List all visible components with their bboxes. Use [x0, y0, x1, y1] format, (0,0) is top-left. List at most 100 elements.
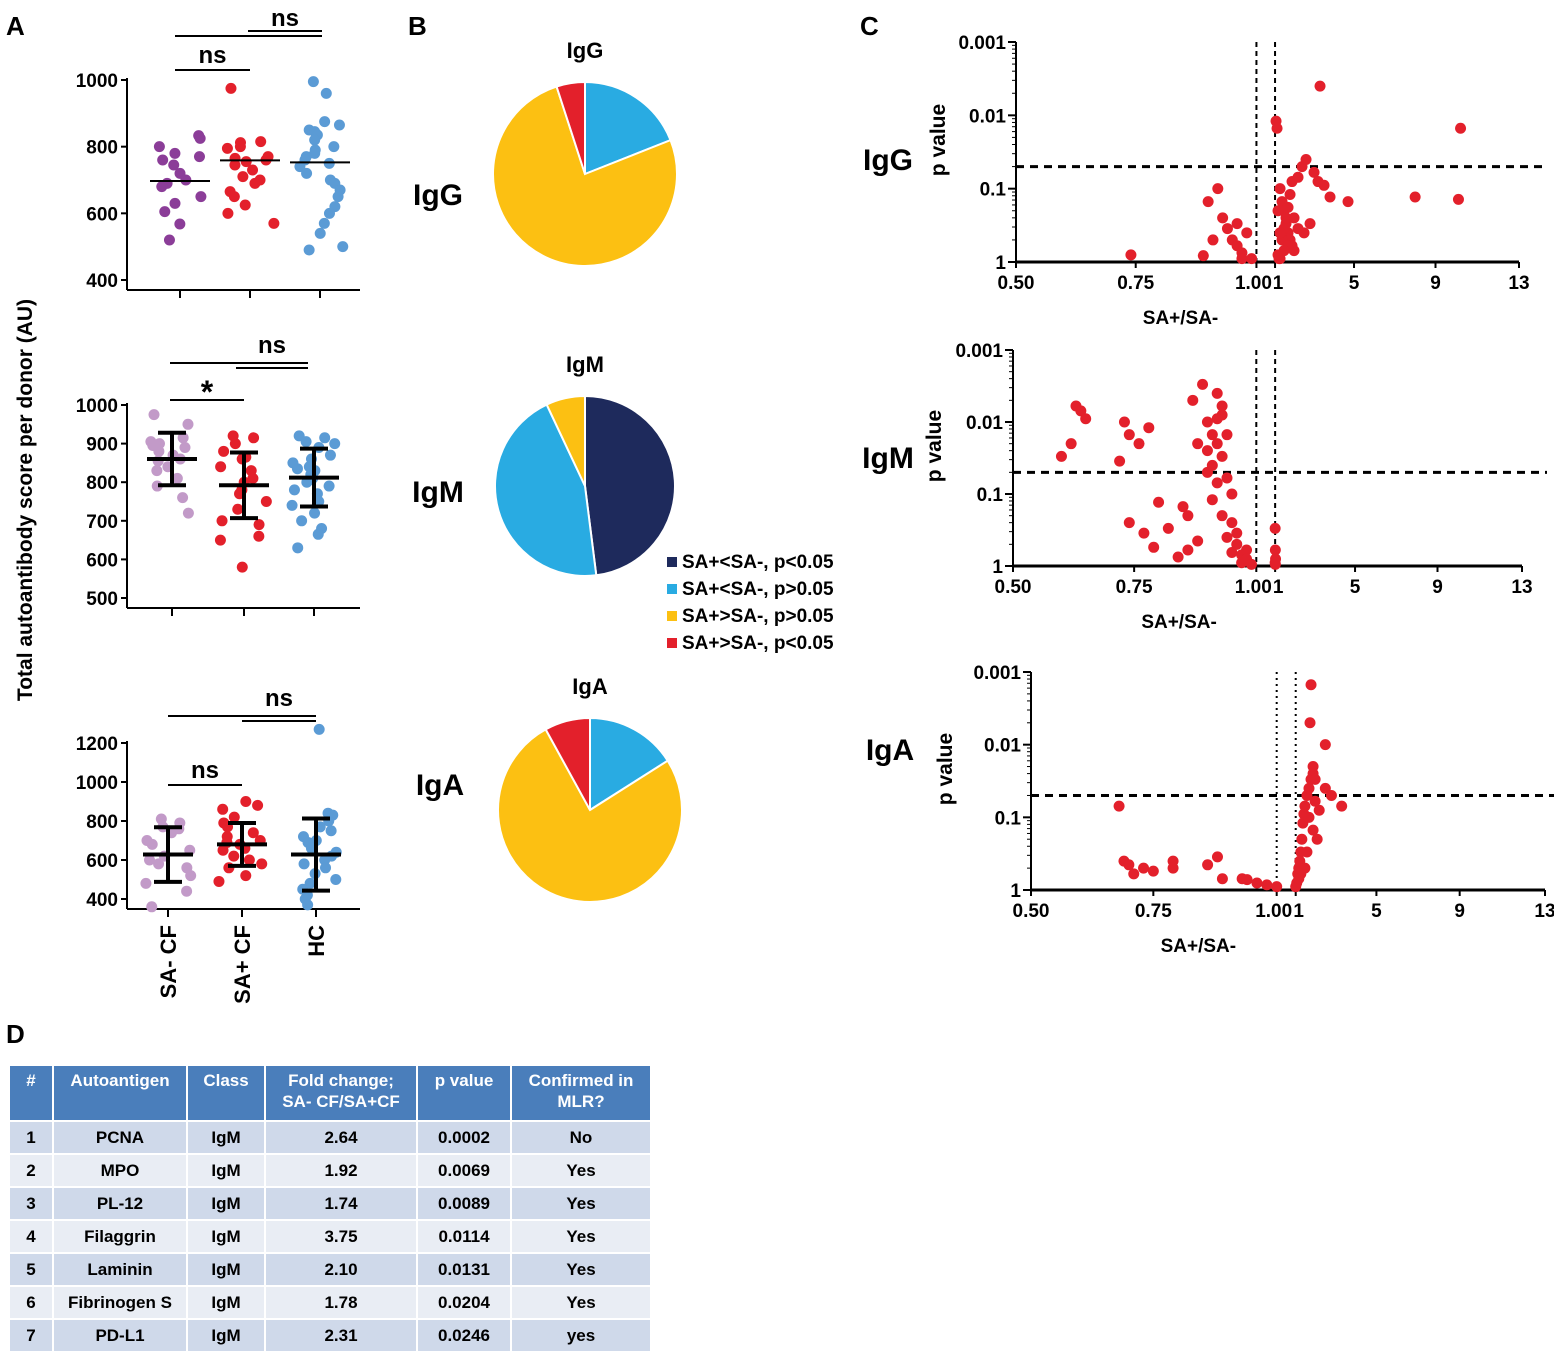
data-point: [1148, 541, 1160, 553]
data-point: [1114, 455, 1126, 467]
data-point: [324, 449, 336, 461]
data-point: [300, 436, 312, 448]
pie-side-label: IgG: [413, 179, 463, 212]
data-point: [159, 206, 171, 218]
table-header-autoantigen: Autoantigen: [54, 1066, 186, 1120]
data-point: [1296, 833, 1308, 845]
data-point: [309, 134, 321, 146]
x-tick-label: 5: [1371, 901, 1382, 922]
data-point: [1221, 531, 1233, 543]
data-point: [1201, 445, 1213, 457]
y-axis-title: p value: [934, 733, 957, 805]
y-tick-label: 0.01: [969, 106, 1006, 127]
data-point: [318, 217, 330, 229]
data-point: [229, 438, 241, 450]
table-row: 5 Laminin IgM 2.10 0.0131 Yes: [10, 1254, 650, 1285]
data-point: [1221, 472, 1233, 484]
data-point: [1309, 795, 1321, 807]
data-point: [1274, 227, 1286, 239]
data-point: [1241, 227, 1253, 239]
y-tick-label: 400: [86, 271, 118, 292]
data-point: [325, 825, 337, 837]
data-point: [1292, 171, 1304, 183]
x-tick-label: 9: [1430, 273, 1441, 294]
data-point: [314, 227, 326, 239]
data-point: [1216, 510, 1228, 522]
data-point: [146, 901, 158, 913]
volcano-side-label: IgG: [863, 144, 913, 177]
cell-confirmed: Yes: [512, 1287, 650, 1318]
data-point: [1342, 196, 1354, 208]
x-tick-label: 0.50: [995, 577, 1032, 598]
pie-slice: [589, 716, 670, 812]
significance-label: *: [201, 374, 214, 410]
cell-p-value: 0.0002: [418, 1122, 510, 1153]
data-point: [1273, 253, 1285, 265]
cell-number: 7: [10, 1320, 52, 1351]
pie-side-label: IgA: [416, 769, 464, 802]
data-point: [218, 445, 230, 457]
x-tick-label: 13: [1508, 273, 1529, 294]
data-point: [1311, 833, 1323, 845]
y-axis-title: p value: [923, 410, 946, 482]
data-point: [1118, 416, 1130, 428]
data-point: [1216, 450, 1228, 462]
data-point: [153, 858, 165, 870]
data-point: [309, 147, 321, 159]
x-tick-label: 5: [1350, 577, 1361, 598]
data-point: [1202, 859, 1214, 871]
data-point: [333, 119, 345, 131]
autoantigen-table: # Autoantigen Class Fold change; SA- CF/…: [8, 1064, 652, 1353]
data-point: [1303, 811, 1315, 823]
cell-confirmed: yes: [512, 1320, 650, 1351]
data-point: [1113, 800, 1125, 812]
data-point: [1241, 874, 1253, 886]
x-axis-title: SA+/SA-: [1161, 936, 1237, 957]
data-point: [247, 164, 259, 176]
data-point: [225, 82, 237, 94]
y-tick-label: 0.001: [958, 33, 1006, 54]
data-point: [1197, 250, 1209, 262]
data-point: [1292, 223, 1304, 235]
data-point: [1172, 551, 1184, 563]
cell-fold-change: 1.78: [266, 1287, 416, 1318]
pie-side-label: IgM: [412, 476, 464, 509]
cell-p-value: 0.0089: [418, 1188, 510, 1219]
data-point: [174, 218, 186, 230]
data-point: [1211, 387, 1223, 399]
legend-label: SA+<SA-, p<0.05: [682, 552, 834, 573]
cell-autoantigen: PL-12: [54, 1188, 186, 1219]
data-point: [1217, 212, 1229, 224]
cell-class: IgM: [188, 1188, 264, 1219]
data-point: [1192, 535, 1204, 547]
y-tick-label: 900: [86, 435, 118, 456]
x-category-label: SA+ CF: [230, 925, 255, 1004]
data-point: [253, 519, 265, 531]
y-tick-label: 800: [86, 138, 118, 159]
legend-label: SA+<SA-, p>0.05: [682, 579, 834, 600]
x-tick-label: 13: [1534, 901, 1554, 922]
data-point: [232, 503, 244, 515]
data-point: [1212, 183, 1224, 195]
x-category-label: SA- CF: [156, 925, 181, 998]
data-point: [1123, 429, 1135, 441]
y-tick-label: 1000: [76, 396, 118, 417]
data-point: [1167, 862, 1179, 874]
x-tick-label: 0.50: [1013, 901, 1050, 922]
x-tick-label: 0.50: [998, 273, 1035, 294]
data-point: [1271, 881, 1283, 893]
data-point: [239, 199, 251, 211]
data-point: [1231, 218, 1243, 230]
table-row: 6 Fibrinogen S IgM 1.78 0.0204 Yes: [10, 1287, 650, 1318]
cell-autoantigen: Fibrinogen S: [54, 1287, 186, 1318]
data-point: [1300, 153, 1312, 165]
data-point: [1138, 862, 1150, 874]
data-point: [307, 76, 319, 88]
data-point: [185, 870, 197, 882]
data-point: [228, 850, 240, 862]
data-point: [298, 858, 310, 870]
cell-fold-change: 1.74: [266, 1188, 416, 1219]
y-tick-label: 800: [86, 473, 118, 494]
data-point: [163, 234, 175, 246]
data-point: [1177, 501, 1189, 513]
